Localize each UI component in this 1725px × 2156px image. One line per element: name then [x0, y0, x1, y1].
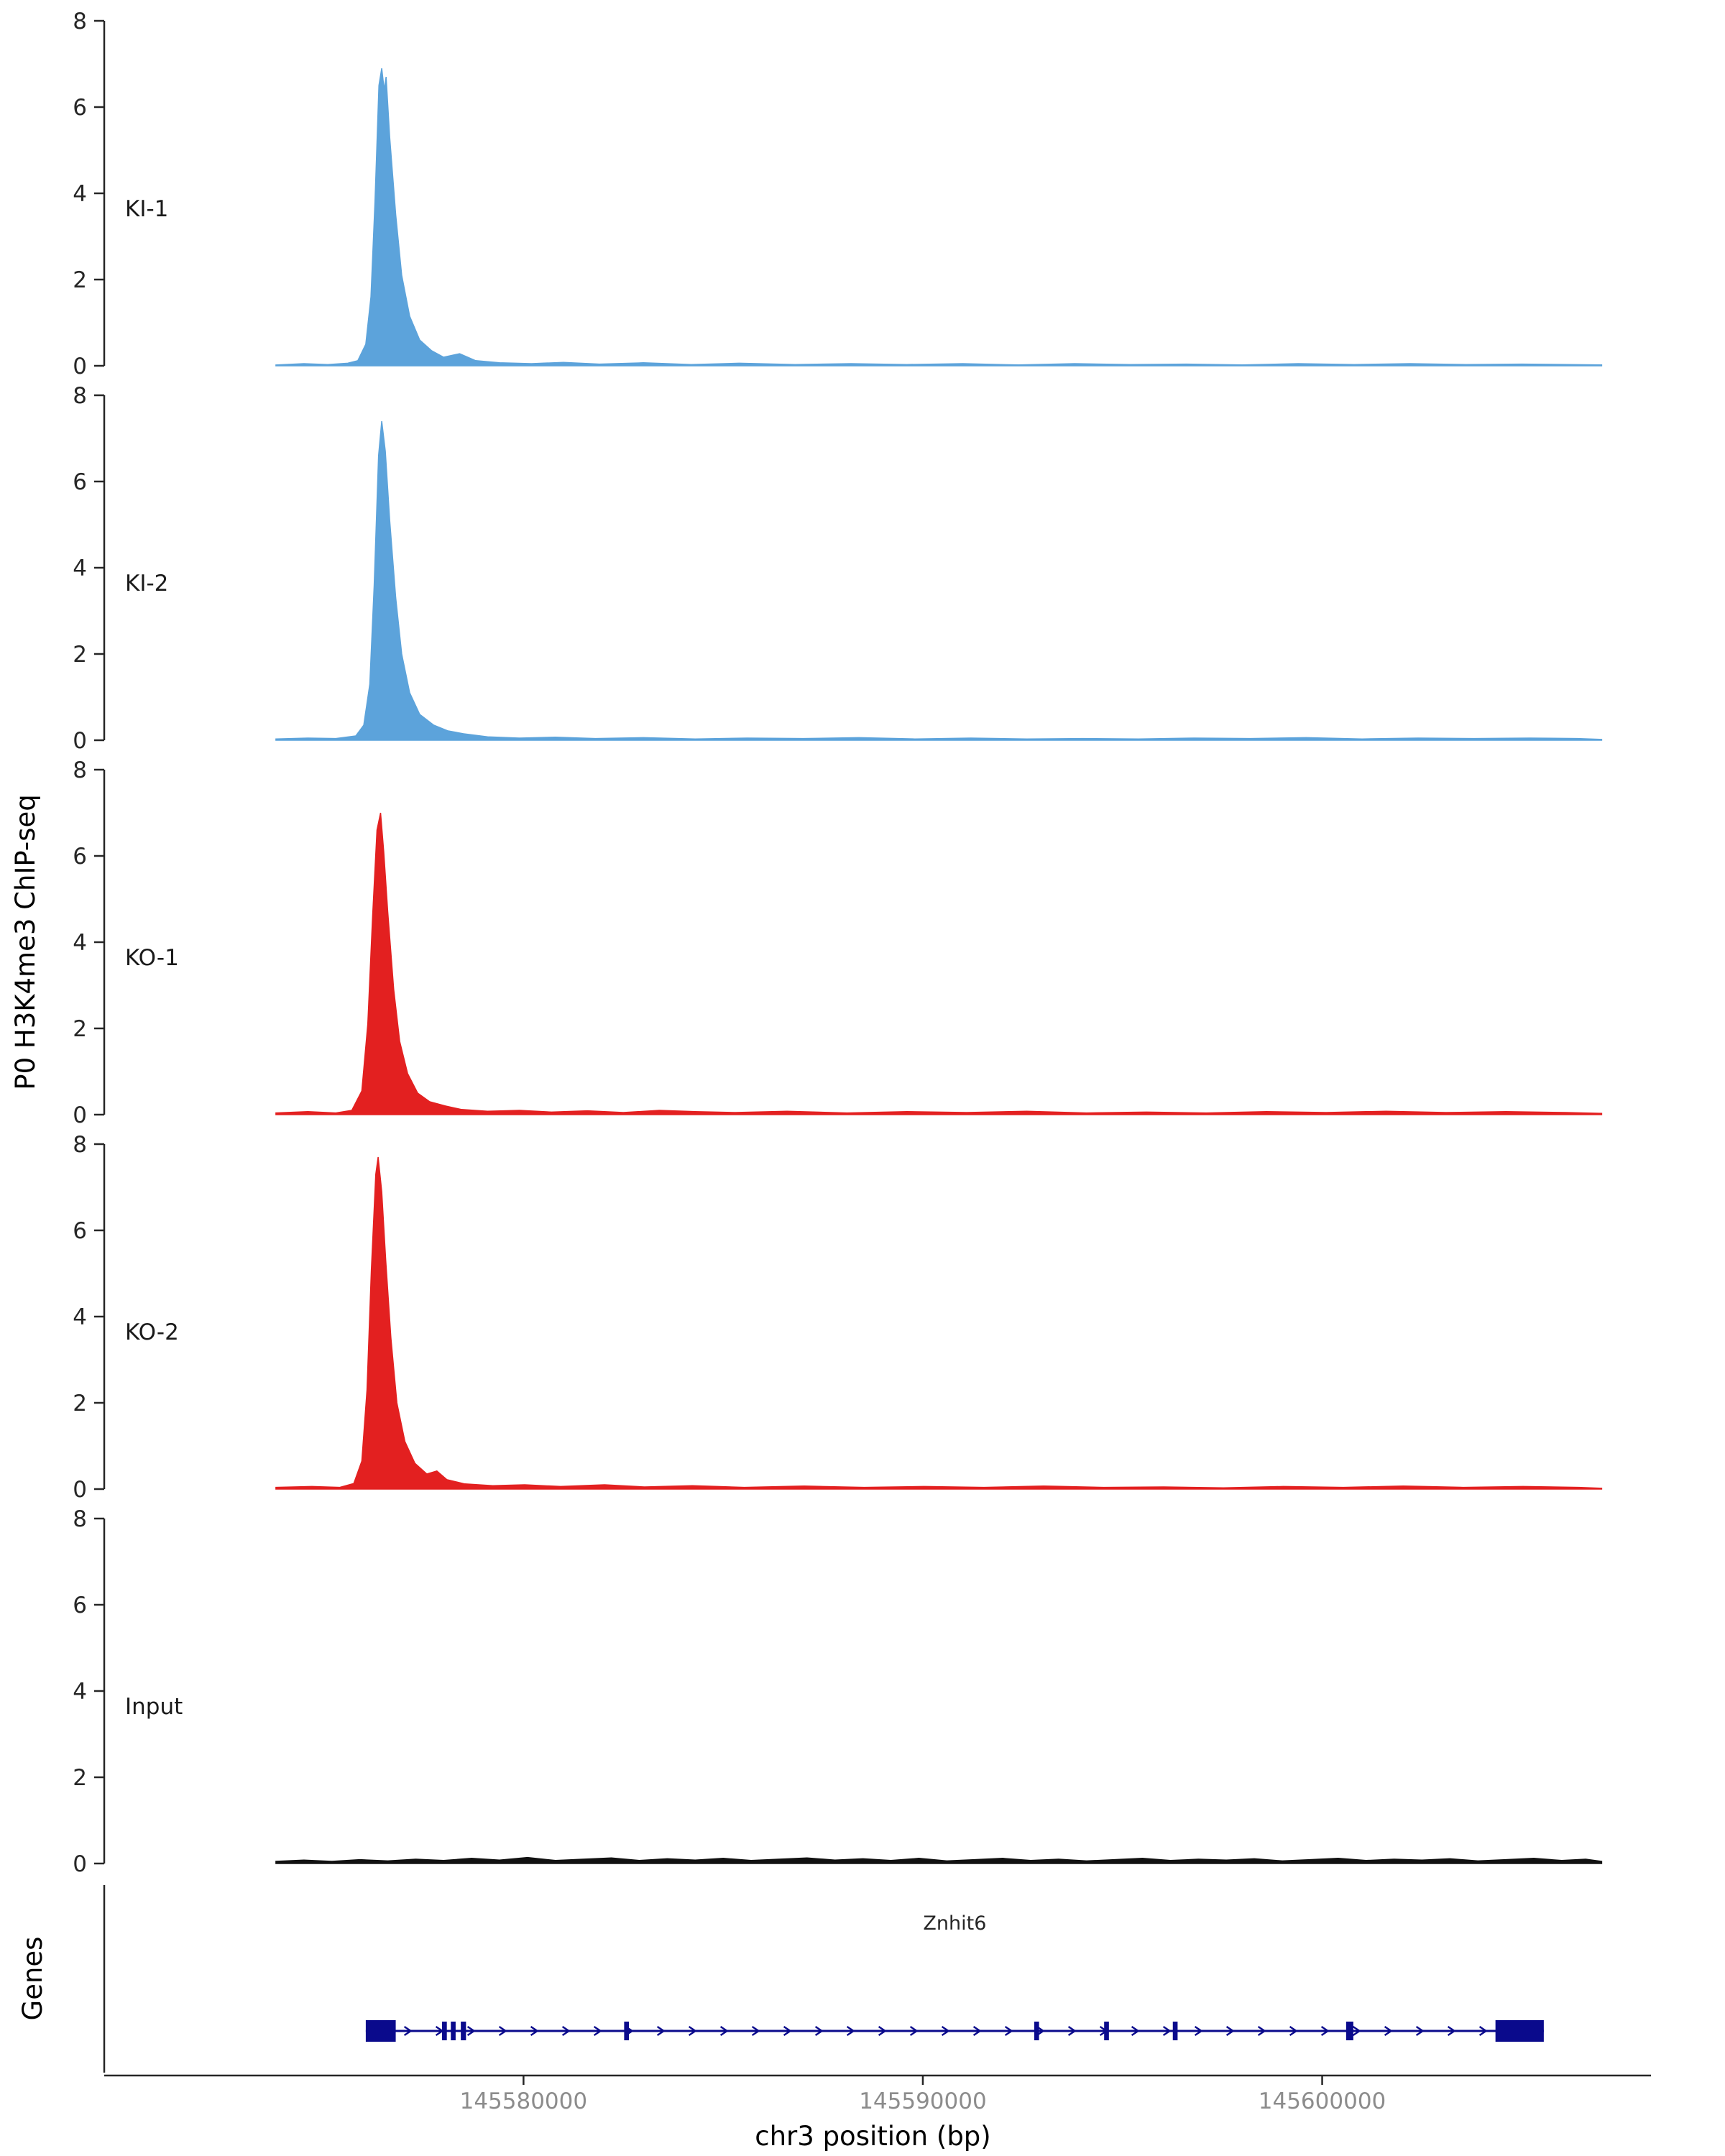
x-tick-label: 145600000 [1259, 2088, 1386, 2114]
strand-chevron-icon [751, 2026, 760, 2036]
strand-chevron-icon [688, 2026, 697, 2036]
strand-chevron-icon [1067, 2026, 1077, 2036]
strand-chevron-icon [1352, 2026, 1361, 2036]
strand-chevron-icon [1004, 2026, 1013, 2036]
y-tick-label: 6 [73, 95, 87, 121]
y-tick-label: 2 [73, 1016, 87, 1042]
y-tick-label: 0 [73, 728, 87, 754]
gene-exon [624, 2022, 630, 2040]
y-tick-label: 2 [73, 267, 87, 293]
y-tick-label: 8 [73, 1506, 87, 1532]
y-tick-label: 4 [73, 556, 87, 581]
strand-chevron-icon [466, 2026, 476, 2036]
strand-chevron-icon [783, 2026, 792, 2036]
gene-exon [442, 2022, 447, 2040]
track-label-ko-2: KO-2 [125, 1319, 179, 1345]
strand-chevron-icon [403, 2026, 413, 2036]
track-label-ki-2: KI-2 [125, 571, 168, 596]
gene-exon [1495, 2020, 1544, 2042]
strand-chevron-icon [530, 2026, 539, 2036]
strand-chevron-icon [1447, 2026, 1456, 2036]
strand-chevron-icon [909, 2026, 919, 2036]
strand-chevron-icon [1289, 2026, 1298, 2036]
strand-chevron-icon [1162, 2026, 1172, 2036]
y-axis-title: P0 H3K4me3 ChIP-seq [10, 794, 41, 1089]
genes-panel-label: Genes [17, 1937, 48, 2021]
y-tick-label: 4 [73, 1679, 87, 1705]
strand-chevron-icon [972, 2026, 982, 2036]
y-tick-label: 8 [73, 9, 87, 34]
signal-area-ki-1 [275, 68, 1603, 367]
y-tick-label: 4 [73, 930, 87, 956]
y-tick-label: 6 [73, 469, 87, 495]
gene-exon [1104, 2022, 1109, 2040]
x-tick-label: 145580000 [460, 2088, 588, 2114]
gene-exon [365, 2020, 396, 2042]
track-label-ki-1: KI-1 [125, 196, 168, 222]
track-label-input: Input [125, 1694, 183, 1720]
strand-chevron-icon [814, 2026, 824, 2036]
y-tick-label: 2 [73, 642, 87, 668]
y-tick-label: 6 [73, 1218, 87, 1244]
gene-exon [1172, 2022, 1178, 2040]
strand-chevron-icon [1257, 2026, 1266, 2036]
y-tick-label: 6 [73, 1593, 87, 1618]
strand-chevron-icon [941, 2026, 950, 2036]
y-tick-label: 0 [73, 354, 87, 379]
y-tick-label: 0 [73, 1102, 87, 1128]
signal-area-ki-2 [275, 420, 1603, 741]
gene-exon [1346, 2022, 1353, 2040]
strand-chevron-icon [719, 2026, 729, 2036]
strand-chevron-icon [1131, 2026, 1140, 2036]
y-tick-label: 6 [73, 844, 87, 870]
y-tick-label: 4 [73, 181, 87, 207]
y-tick-label: 8 [73, 383, 87, 409]
strand-chevron-icon [561, 2026, 571, 2036]
strand-chevron-icon [656, 2026, 666, 2036]
y-tick-label: 8 [73, 757, 87, 783]
signal-area-ko-1 [275, 812, 1603, 1115]
strand-chevron-icon [498, 2026, 507, 2036]
signal-area-ko-2 [275, 1156, 1603, 1490]
strand-chevron-icon [1478, 2026, 1488, 2036]
y-tick-label: 2 [73, 1765, 87, 1791]
strand-chevron-icon [846, 2026, 855, 2036]
strand-chevron-icon [1384, 2026, 1393, 2036]
gene-name-label: Znhit6 [923, 1912, 986, 1935]
y-tick-label: 0 [73, 1851, 87, 1877]
strand-chevron-icon [878, 2026, 887, 2036]
strand-chevron-icon [1320, 2026, 1330, 2036]
strand-chevron-icon [593, 2026, 602, 2036]
strand-chevron-icon [1225, 2026, 1235, 2036]
gene-exon [1034, 2022, 1039, 2040]
signal-area-input [275, 1856, 1603, 1864]
strand-chevron-icon [1194, 2026, 1203, 2036]
gene-exon [451, 2022, 456, 2040]
gene-strand-arrows [403, 2026, 1488, 2036]
track-label-ko-1: KO-1 [125, 945, 179, 971]
y-tick-label: 4 [73, 1304, 87, 1330]
y-tick-label: 8 [73, 1132, 87, 1158]
y-tick-label: 2 [73, 1391, 87, 1416]
x-tick-label: 145590000 [859, 2088, 987, 2114]
x-axis-title: chr3 position (bp) [755, 2121, 990, 2152]
strand-chevron-icon [1415, 2026, 1425, 2036]
gene-exon [461, 2022, 466, 2040]
y-tick-label: 0 [73, 1477, 87, 1503]
